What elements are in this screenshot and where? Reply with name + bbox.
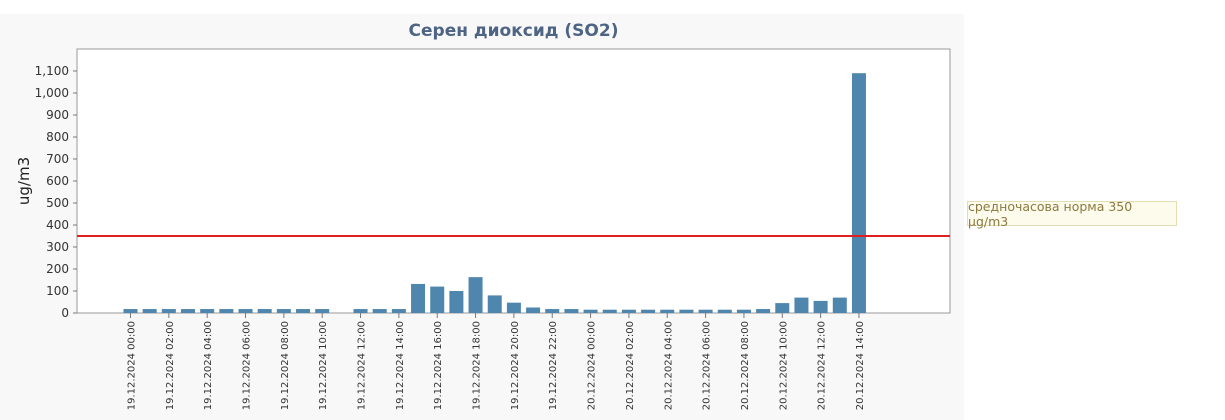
bar — [487, 295, 502, 313]
x-tick-label: 19.12.2024 06:00 — [242, 321, 253, 410]
bar — [851, 73, 866, 313]
plot-area — [76, 48, 951, 314]
y-axis-label: ug/m3 — [15, 157, 33, 205]
bar — [832, 297, 847, 313]
bar — [449, 291, 464, 313]
x-tick-label: 20.12.2024 12:00 — [817, 321, 828, 410]
y-tick-label: 1,100 — [35, 64, 69, 78]
bar — [602, 309, 617, 313]
bar — [200, 309, 215, 313]
bar — [181, 309, 196, 313]
bar — [391, 309, 406, 313]
x-tick-label: 19.12.2024 22:00 — [548, 321, 559, 410]
bar — [679, 309, 694, 313]
bar — [506, 302, 521, 313]
x-tick-label: 20.12.2024 02:00 — [625, 321, 636, 410]
bar — [526, 307, 541, 313]
bar — [296, 309, 311, 313]
x-tick-label: 20.12.2024 10:00 — [778, 321, 789, 410]
x-tick-label: 20.12.2024 14:00 — [855, 321, 866, 410]
bar — [411, 283, 426, 313]
x-tick-label: 20.12.2024 04:00 — [663, 321, 674, 410]
x-tick-label: 19.12.2024 18:00 — [472, 321, 483, 410]
chart-title: Серен диоксид (SO2) — [409, 21, 619, 41]
bar — [564, 309, 579, 313]
bar — [142, 309, 157, 313]
bar — [468, 277, 483, 313]
bar — [775, 303, 790, 313]
bar — [372, 309, 387, 313]
x-tick-label: 19.12.2024 14:00 — [395, 321, 406, 410]
x-tick-label: 19.12.2024 10:00 — [318, 321, 329, 410]
y-tick-label: 300 — [46, 240, 69, 254]
bar — [660, 309, 675, 313]
bar — [794, 297, 809, 313]
x-tick-label: 19.12.2024 12:00 — [357, 321, 368, 410]
so2-bar-chart: Серен диоксид (SO2) ug/m3 0 100 200 300 400 500… — [15, 21, 951, 410]
x-tick-label: 20.12.2024 06:00 — [702, 321, 713, 410]
y-tick-label: 600 — [46, 174, 69, 188]
x-tick-label: 20.12.2024 08:00 — [740, 321, 751, 410]
x-tick-label: 19.12.2024 02:00 — [165, 321, 176, 410]
bar — [430, 286, 445, 313]
x-tick-label: 20.12.2024 00:00 — [587, 321, 598, 410]
bar — [238, 309, 253, 313]
y-tick-label: 700 — [46, 152, 69, 166]
bar — [353, 309, 368, 313]
bar — [698, 309, 713, 313]
x-tick-label: 19.12.2024 08:00 — [280, 321, 291, 410]
bar — [276, 309, 291, 313]
y-tick-label: 400 — [46, 218, 69, 232]
bar — [736, 309, 751, 313]
bar — [641, 309, 656, 313]
bar — [545, 309, 560, 313]
bar — [315, 309, 330, 313]
x-tick-label: 19.12.2024 04:00 — [203, 321, 214, 410]
x-tick-label: 19.12.2024 20:00 — [510, 321, 521, 410]
bar — [813, 300, 828, 313]
y-tick-label: 0 — [61, 306, 69, 320]
bar — [756, 309, 771, 313]
y-tick-label: 500 — [46, 196, 69, 210]
bar — [621, 309, 636, 313]
threshold-legend: средночасова норма 350 µg/m3 — [967, 199, 1177, 229]
x-tick-label: 19.12.2024 00:00 — [127, 321, 138, 410]
bar — [583, 309, 598, 313]
chart-panel: Серен диоксид (SO2) ug/m3 0 100 200 300 400 500… — [0, 14, 964, 420]
bar — [717, 309, 732, 313]
y-tick-label: 800 — [46, 130, 69, 144]
bar — [219, 309, 234, 313]
bar — [257, 309, 272, 313]
x-tick-label: 19.12.2024 16:00 — [433, 321, 444, 410]
y-tick-label: 1,000 — [35, 86, 69, 100]
y-tick-label: 200 — [46, 262, 69, 276]
bar — [161, 309, 176, 313]
bar — [123, 309, 138, 313]
y-tick-label: 900 — [46, 108, 69, 122]
y-tick-label: 100 — [46, 284, 69, 298]
